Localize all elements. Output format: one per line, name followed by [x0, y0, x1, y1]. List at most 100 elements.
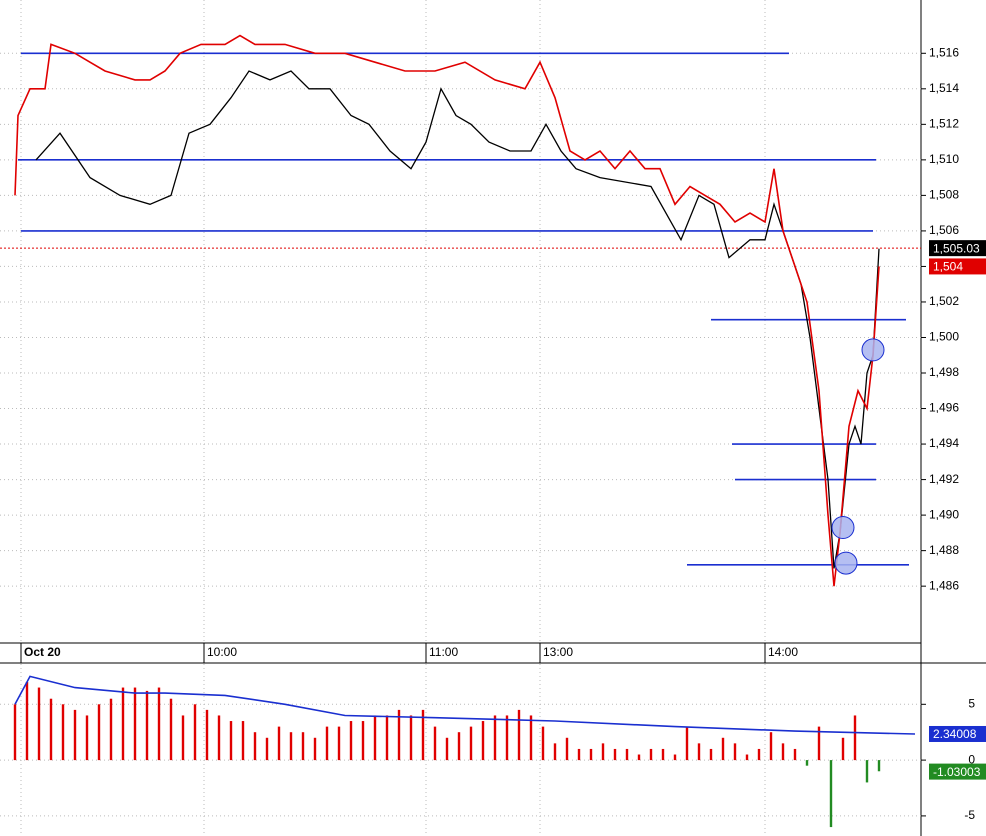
bar: [97, 704, 101, 761]
y-tick-label: 1,516: [929, 45, 959, 59]
bar: [361, 721, 365, 761]
bar: [601, 743, 605, 761]
bar: [265, 737, 269, 761]
bar: [445, 737, 449, 761]
bar: [217, 715, 221, 761]
bar: [49, 698, 53, 761]
bar: [877, 760, 881, 772]
price-line: [35, 70, 880, 569]
bar: [613, 748, 617, 761]
bar: [517, 709, 521, 761]
bar: [349, 721, 353, 761]
bar: [697, 743, 701, 761]
price-tag: [929, 240, 986, 257]
y-tick-label: 1,512: [929, 117, 959, 131]
bar: [505, 715, 509, 761]
bar: [769, 732, 773, 761]
bar: [661, 748, 665, 761]
price-tag: [929, 763, 986, 780]
bar: [685, 726, 689, 761]
bar: [109, 698, 113, 761]
signal-marker: [831, 516, 855, 540]
bar: [805, 760, 809, 766]
bar: [373, 715, 377, 761]
y-tick-label: 1,500: [929, 330, 959, 344]
price-tag-label: 2.34008: [933, 727, 977, 741]
bar: [673, 754, 677, 761]
bar: [169, 698, 173, 761]
bar: [289, 732, 293, 761]
bar: [541, 726, 545, 761]
bar: [313, 737, 317, 761]
bar: [25, 681, 29, 761]
y-tick-label: 5: [968, 696, 975, 710]
bar: [385, 715, 389, 761]
bar: [721, 737, 725, 761]
bar: [469, 726, 473, 761]
average-line: [14, 675, 916, 735]
y-tick-label: -5: [964, 808, 975, 822]
bar: [157, 687, 161, 761]
bar: [229, 721, 233, 761]
price-line: [14, 34, 880, 587]
bar: [649, 748, 653, 761]
bar: [829, 760, 833, 828]
bar: [253, 732, 257, 761]
price-tag-label: 1,505.03: [933, 241, 980, 255]
bar: [733, 743, 737, 761]
bar: [277, 726, 281, 761]
bar: [481, 721, 485, 761]
price-tag-label: -1.03003: [933, 765, 981, 779]
bar: [85, 715, 89, 761]
bar: [13, 704, 17, 761]
y-tick-label: 1,486: [929, 578, 959, 592]
y-tick-label: 0: [968, 752, 975, 766]
bar: [409, 715, 413, 761]
bar: [625, 748, 629, 761]
y-tick-label: 1,498: [929, 365, 959, 379]
y-tick-label: 1,510: [929, 152, 959, 166]
y-tick-label: 1,506: [929, 223, 959, 237]
bar: [325, 726, 329, 761]
bar: [793, 748, 797, 761]
x-tick-label: Oct 20: [24, 645, 61, 659]
y-tick-label: 1,494: [929, 436, 959, 450]
bar: [145, 690, 149, 761]
price-tag: [929, 725, 986, 742]
bar: [133, 687, 137, 761]
signal-marker: [861, 338, 885, 362]
y-tick-label: 1,508: [929, 188, 959, 202]
bar: [37, 687, 41, 761]
bar: [301, 732, 305, 761]
bar: [121, 687, 125, 761]
y-tick-label: 1,502: [929, 294, 959, 308]
price-tag-label: 1,504: [933, 260, 963, 274]
bar: [781, 743, 785, 761]
y-tick-label: 1,514: [929, 81, 959, 95]
bar: [337, 726, 341, 761]
x-tick-label: 13:00: [543, 645, 573, 659]
bar: [433, 726, 437, 761]
bar: [73, 709, 77, 761]
bar: [205, 709, 209, 761]
x-tick-label: 14:00: [768, 645, 798, 659]
x-tick-label: 11:00: [429, 645, 458, 659]
bar: [817, 726, 821, 761]
bar: [865, 760, 869, 783]
y-tick-label: 1,490: [929, 507, 959, 521]
y-tick-label: 1,496: [929, 401, 959, 415]
price-tag: [929, 258, 986, 275]
bar: [637, 754, 641, 761]
bar: [397, 709, 401, 761]
bar: [493, 715, 497, 761]
bar: [757, 748, 761, 761]
x-tick-label: 10:00: [207, 645, 237, 659]
bar: [709, 748, 713, 761]
bar: [181, 715, 185, 761]
y-tick-label: 1,488: [929, 543, 959, 557]
bar: [565, 737, 569, 761]
bar: [577, 748, 581, 761]
bar: [553, 743, 557, 761]
